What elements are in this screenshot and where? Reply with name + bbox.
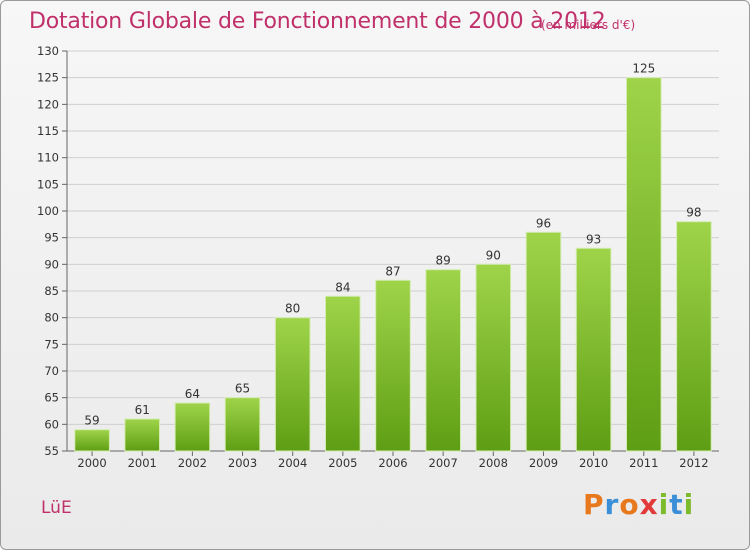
chart-unit-label: (en milliers d'€) <box>541 18 636 32</box>
bars <box>74 77 712 452</box>
y-tick-label: 115 <box>37 124 59 138</box>
bar-2003 <box>224 397 261 452</box>
y-tick-label: 80 <box>44 311 59 325</box>
value-label-2005: 84 <box>335 280 350 294</box>
value-label-2001: 61 <box>135 403 150 417</box>
value-label-2004: 80 <box>285 302 300 316</box>
bar-2001 <box>124 418 160 452</box>
y-tick-label: 65 <box>44 391 59 405</box>
y-tick-label: 125 <box>37 71 59 85</box>
x-tick-label-2005: 2005 <box>328 456 357 470</box>
x-tick-label-2011: 2011 <box>629 456 658 470</box>
y-tick-label: 95 <box>44 231 59 245</box>
x-tick-label-2000: 2000 <box>77 456 106 470</box>
x-tick-label-2010: 2010 <box>579 456 608 470</box>
bar-2002 <box>174 402 211 452</box>
logo-letter: i <box>683 488 695 521</box>
value-label-2002: 64 <box>185 387 200 401</box>
value-label-2010: 93 <box>586 232 601 246</box>
y-tick-label: 130 <box>37 44 59 58</box>
x-tick-label-2002: 2002 <box>178 456 207 470</box>
y-tick-label: 70 <box>44 364 59 378</box>
y-tick-label: 55 <box>44 444 59 458</box>
y-tick-label: 90 <box>44 257 59 271</box>
bar-2005 <box>325 295 361 452</box>
value-labels: 59 61 64 65 80 84 87 89 90 96 93 125 98 <box>84 62 701 428</box>
proxiti-logo: Proxiti <box>583 488 694 521</box>
logo-letter: i <box>658 488 670 521</box>
x-tick-label-2012: 2012 <box>679 456 708 470</box>
bar-2011 <box>626 77 662 452</box>
logo-letter: r <box>604 488 620 521</box>
y-tick-label: 105 <box>37 177 59 191</box>
y-tick-label: 120 <box>37 97 59 111</box>
logo-letter: x <box>639 488 659 521</box>
x-tick-label-2009: 2009 <box>529 456 558 470</box>
y-tick-label: 110 <box>37 151 59 165</box>
bar-2000 <box>74 429 110 452</box>
value-label-2012: 98 <box>686 206 701 220</box>
value-label-2003: 65 <box>235 382 250 396</box>
x-tick-label-2007: 2007 <box>429 456 458 470</box>
y-tick-labels: 55 60 65 70 75 80 85 90 95 100 105 110 115 120 125 130 <box>37 44 59 458</box>
bar-2006 <box>375 279 411 452</box>
bar-2010 <box>575 247 612 452</box>
value-label-2009: 96 <box>536 216 551 230</box>
commune-name: LüE <box>41 498 72 518</box>
x-tick-label-2003: 2003 <box>228 456 257 470</box>
chart-title: Dotation Globale de Fonctionnement de 20… <box>29 9 606 34</box>
y-tick-label: 60 <box>44 417 59 431</box>
x-tick-label-2001: 2001 <box>128 456 157 470</box>
value-label-2006: 87 <box>385 264 400 278</box>
y-tick-label: 75 <box>44 337 59 351</box>
logo-letter: P <box>583 488 605 521</box>
bar-2012 <box>676 221 712 452</box>
x-tick-labels: 2000 2001 2002 2003 2004 2005 2006 2007 2008 2009… <box>77 456 708 470</box>
y-tick-label: 85 <box>44 284 59 298</box>
bar-2007 <box>425 269 461 452</box>
logo-letter: o <box>619 488 640 521</box>
logo-letter: t <box>669 488 684 521</box>
bar-2004 <box>274 317 311 452</box>
value-label-2011: 125 <box>632 62 655 76</box>
value-label-2008: 90 <box>486 248 501 262</box>
x-tick-label-2008: 2008 <box>479 456 508 470</box>
value-label-2000: 59 <box>84 414 99 428</box>
x-tick-label-2004: 2004 <box>278 456 307 470</box>
bar-2008 <box>475 263 512 452</box>
x-tick-label-2006: 2006 <box>378 456 407 470</box>
y-tick-label: 100 <box>37 204 59 218</box>
bar-2009 <box>525 231 562 452</box>
value-label-2007: 89 <box>436 254 451 268</box>
